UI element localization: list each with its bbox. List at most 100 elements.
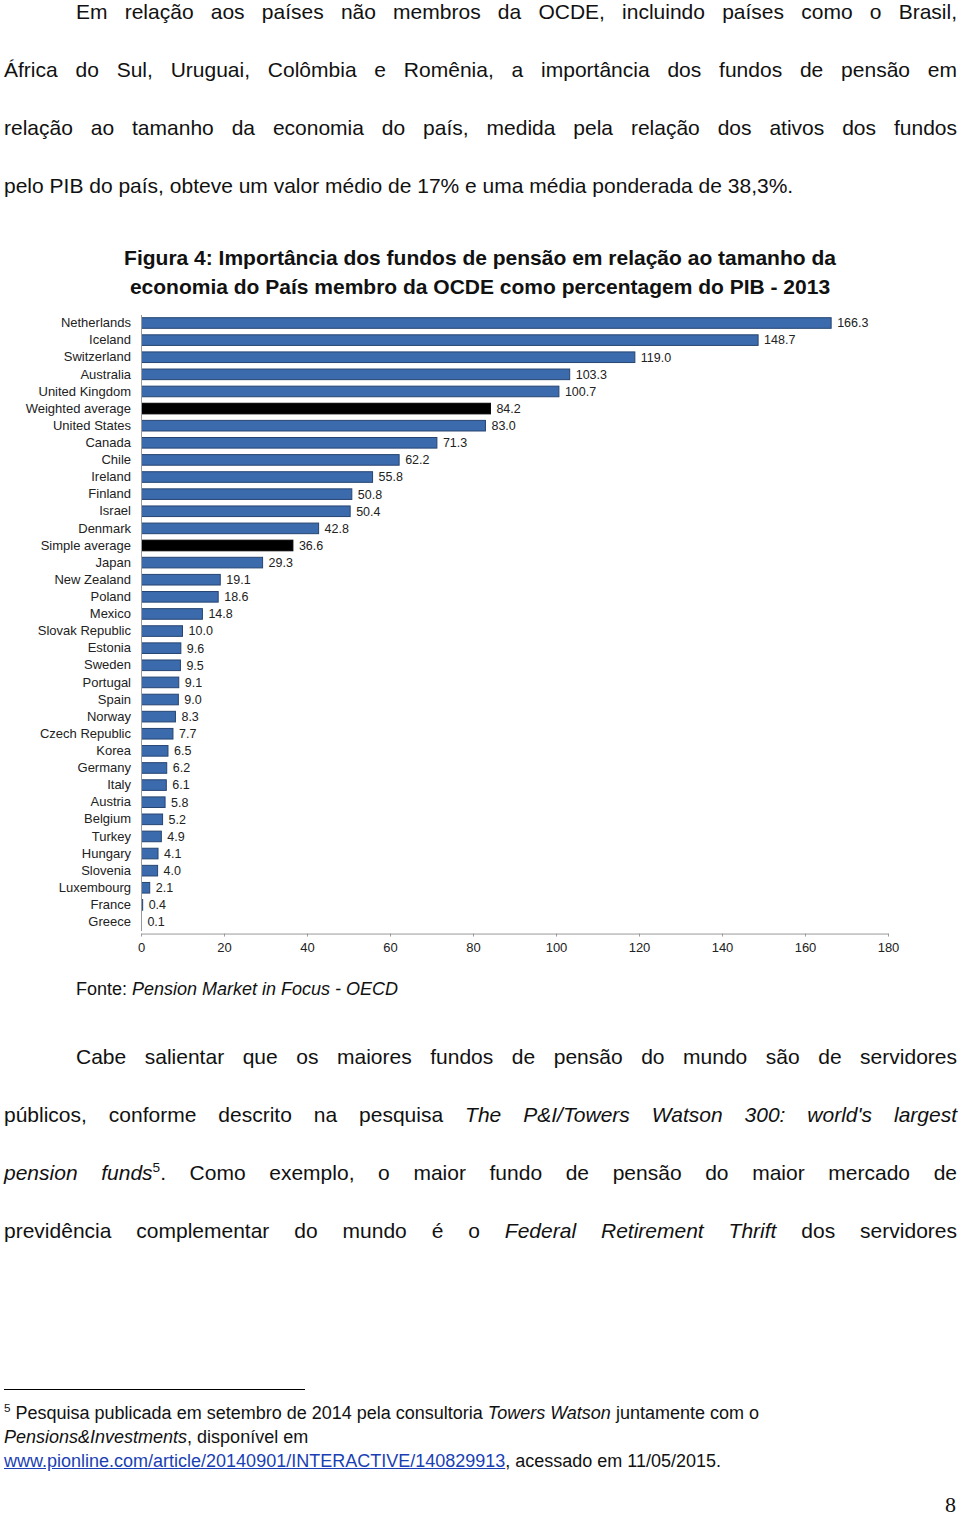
chart-title: economia do País membro da OCDE como per… [130, 275, 830, 298]
y-tick: Denmark [78, 521, 141, 536]
category-label: Iceland [89, 332, 131, 347]
x-tick: 140 [712, 934, 734, 955]
y-tick: Australia [80, 367, 141, 382]
bar [141, 592, 218, 603]
data-label: 55.8 [379, 470, 403, 484]
text-segment: pelo PIB do país, obteve um valor médio … [4, 174, 793, 197]
x-tick-mark [141, 934, 142, 937]
bar [141, 711, 175, 722]
bar [141, 694, 178, 705]
bar [141, 626, 183, 637]
y-tick: Iceland [89, 332, 141, 347]
y-tick: Portugal [83, 675, 141, 690]
text-segment: The P&I/Towers Watson 300: world's large… [465, 1103, 957, 1126]
y-tick: Japan [96, 555, 141, 570]
y-tick: Sweden [84, 657, 141, 672]
data-label: 4.9 [167, 830, 184, 844]
category-label: Slovenia [81, 863, 132, 878]
category-label: Germany [78, 760, 132, 775]
chart-title: Figura 4: Importância dos fundos de pens… [124, 246, 836, 269]
footnote-ref: 5 [153, 1160, 161, 1175]
data-label: 6.1 [172, 778, 189, 792]
category-label: Weighted average [26, 401, 131, 416]
bar [141, 557, 263, 568]
y-tick: Italy [107, 777, 141, 792]
data-label: 0.4 [149, 898, 166, 912]
bar [141, 797, 165, 808]
bar [141, 609, 202, 620]
text-segment: Federal Retirement Thrift [505, 1219, 777, 1242]
x-axis-line [142, 934, 889, 935]
link[interactable]: www.pionline.com/article/20140901/INTERA… [4, 1451, 505, 1471]
intro-line: África do Sul, Uruguai, Colômbia e Romên… [4, 57, 957, 83]
y-tick: Weighted average [26, 401, 141, 416]
x-tick: 60 [383, 934, 397, 955]
text-segment: Towers Watson [488, 1403, 611, 1423]
data-label: 71.3 [443, 436, 467, 450]
data-label: 2.1 [156, 881, 173, 895]
text-segment: . Como exemplo, o maior fundo de pensão … [160, 1161, 957, 1184]
body-line: previdência complementar do mundo é o Fe… [4, 1218, 957, 1244]
data-label: 84.2 [496, 402, 520, 416]
y-tick: Simple average [41, 538, 141, 553]
bar [141, 763, 167, 774]
bar [141, 831, 161, 842]
data-label: 29.3 [269, 556, 293, 570]
data-label: 19.1 [226, 573, 250, 587]
x-tick-mark [888, 934, 889, 937]
chart: Figura 4: Importância dos fundos de pens… [0, 230, 960, 970]
x-tick: 120 [629, 934, 651, 955]
y-tick: Slovak Republic [38, 623, 141, 638]
data-label: 9.6 [187, 642, 204, 656]
data-labels: 166.3148.7119.0103.3100.784.283.071.362.… [147, 316, 868, 929]
bar [141, 420, 485, 431]
y-tick: United Kingdom [39, 384, 142, 399]
data-label: 50.8 [358, 488, 382, 502]
text-segment: Pension Market in Focus - OECD [132, 979, 398, 999]
y-tick: Israel [99, 503, 141, 518]
page-number: 8 [945, 1492, 956, 1514]
bar [141, 437, 437, 448]
y-tick: France [91, 897, 141, 912]
bar [141, 455, 399, 466]
bar [141, 489, 352, 500]
data-label: 4.0 [164, 864, 181, 878]
y-tick: Finland [88, 486, 141, 501]
text-segment: , disponível em [187, 1427, 308, 1447]
bar [141, 780, 166, 791]
bar [141, 352, 635, 363]
y-tick: Mexico [90, 606, 141, 621]
x-tick-mark [473, 934, 474, 937]
text-segment: Em relação aos países não membros da OCD… [76, 0, 957, 23]
x-tick-label: 140 [712, 940, 734, 955]
category-label: Chile [101, 452, 131, 467]
x-tick-label: 160 [795, 940, 817, 955]
category-label: Luxembourg [59, 880, 131, 895]
data-label: 14.8 [208, 607, 232, 621]
category-label: Mexico [90, 606, 131, 621]
x-tick-label: 60 [383, 940, 397, 955]
footnote-line: 5 Pesquisa publicada em setembro de 2014… [4, 1400, 957, 1426]
x-tick-label: 0 [138, 940, 145, 955]
x-tick-label: 120 [629, 940, 651, 955]
y-tick: Czech Republic [40, 726, 141, 741]
y-tick: Slovenia [81, 863, 141, 878]
bar [141, 472, 373, 483]
data-label: 103.3 [576, 368, 607, 382]
data-label: 148.7 [764, 333, 795, 347]
bar [141, 660, 180, 671]
data-label: 6.2 [173, 761, 190, 775]
text-segment: , acessado em 11/05/2015. [505, 1451, 721, 1471]
bar [141, 643, 181, 654]
text-segment: públicos, conforme descrito na pesquisa [4, 1103, 465, 1126]
y-tick: Estonia [88, 640, 141, 655]
x-tick-label: 20 [217, 940, 231, 955]
x-tick: 100 [546, 934, 568, 955]
y-tick: Chile [101, 452, 141, 467]
x-tick-label: 100 [546, 940, 568, 955]
x-tick-label: 80 [466, 940, 480, 955]
category-label: Sweden [84, 657, 131, 672]
y-tick: Canada [85, 435, 141, 450]
data-label: 166.3 [837, 316, 868, 330]
x-tick-mark [307, 934, 308, 937]
